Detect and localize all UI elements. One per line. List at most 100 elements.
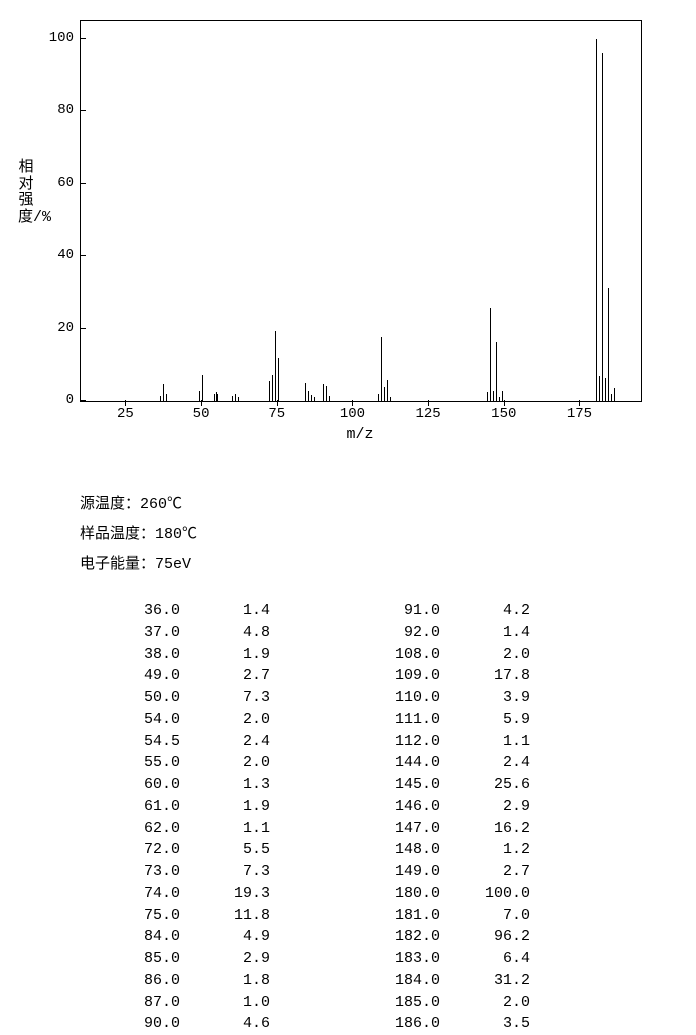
y-tick-mark xyxy=(80,400,86,401)
intensity-cell: 96.2 xyxy=(440,926,530,948)
x-tick-label: 125 xyxy=(415,406,440,422)
source-temp-label: 源温度： xyxy=(80,496,140,513)
mz-cell: 73.0 xyxy=(80,861,180,883)
column-gap xyxy=(270,600,340,622)
peak-data-table: 36.01.491.04.237.04.892.01.438.01.9108.0… xyxy=(80,600,696,1035)
mz-cell: 185.0 xyxy=(340,992,440,1014)
y-tick-label: 80 xyxy=(40,102,74,118)
intensity-cell: 5.9 xyxy=(440,709,530,731)
mz-cell: 111.0 xyxy=(340,709,440,731)
mz-cell: 60.0 xyxy=(80,774,180,796)
x-tick-mark xyxy=(579,400,580,406)
intensity-cell: 2.4 xyxy=(180,731,270,753)
table-row: 84.04.9182.096.2 xyxy=(80,926,696,948)
column-gap xyxy=(270,992,340,1014)
spectrum-peak xyxy=(611,394,612,401)
table-row: 36.01.4 91.04.2 xyxy=(80,600,696,622)
mz-cell: 91.0 xyxy=(340,600,440,622)
intensity-cell: 6.4 xyxy=(440,948,530,970)
sample-temp-row: 样品温度：180℃ xyxy=(80,520,696,550)
spectrum-peak xyxy=(381,337,382,401)
column-gap xyxy=(270,970,340,992)
intensity-cell: 1.9 xyxy=(180,644,270,666)
intensity-cell: 1.9 xyxy=(180,796,270,818)
intensity-cell: 1.2 xyxy=(440,839,530,861)
table-row: 85.02.9183.06.4 xyxy=(80,948,696,970)
spectrum-peak xyxy=(387,380,388,401)
column-gap xyxy=(270,905,340,927)
column-gap xyxy=(270,687,340,709)
spectrum-peak xyxy=(614,388,615,401)
mz-cell: 86.0 xyxy=(80,970,180,992)
spectrum-peak xyxy=(232,396,233,401)
column-gap xyxy=(270,644,340,666)
table-row: 75.011.8181.07.0 xyxy=(80,905,696,927)
table-row: 73.07.3149.02.7 xyxy=(80,861,696,883)
intensity-cell: 2.0 xyxy=(440,644,530,666)
intensity-cell: 1.0 xyxy=(180,992,270,1014)
spectrum-peak xyxy=(605,378,606,401)
spectrum-peak xyxy=(269,381,270,401)
mz-cell: 54.0 xyxy=(80,709,180,731)
spectrum-peak xyxy=(378,394,379,401)
column-gap xyxy=(270,622,340,644)
column-gap xyxy=(270,839,340,861)
intensity-cell: 1.4 xyxy=(180,600,270,622)
spectrum-peak xyxy=(308,391,309,401)
spectrum-peak xyxy=(166,394,167,401)
mz-cell: 148.0 xyxy=(340,839,440,861)
spectrum-peak xyxy=(235,394,236,401)
spectrum-peak xyxy=(490,308,491,401)
spectrum-peak xyxy=(502,391,503,401)
mz-cell: 74.0 xyxy=(80,883,180,905)
x-tick-label: 150 xyxy=(491,406,516,422)
spectrum-peak xyxy=(305,383,306,401)
mz-cell: 50.0 xyxy=(80,687,180,709)
intensity-cell: 25.6 xyxy=(440,774,530,796)
intensity-cell: 2.7 xyxy=(440,861,530,883)
intensity-cell: 7.3 xyxy=(180,687,270,709)
spectrum-peak xyxy=(487,392,488,401)
table-row: 37.04.892.01.4 xyxy=(80,622,696,644)
x-tick-label: 175 xyxy=(567,406,592,422)
intensity-cell: 1.1 xyxy=(440,731,530,753)
mz-cell: 37.0 xyxy=(80,622,180,644)
y-tick-label: 20 xyxy=(40,320,74,336)
spectrum-peak xyxy=(217,394,218,401)
table-row: 86.01.8184.031.2 xyxy=(80,970,696,992)
table-row: 87.01.0185.02.0 xyxy=(80,992,696,1014)
x-tick-mark xyxy=(125,400,126,406)
spectrum-peak xyxy=(202,375,203,401)
table-row: 90.04.6186.03.5 xyxy=(80,1013,696,1035)
column-gap xyxy=(270,1013,340,1035)
intensity-cell: 2.0 xyxy=(180,709,270,731)
y-tick-label: 60 xyxy=(40,175,74,191)
intensity-cell: 1.4 xyxy=(440,622,530,644)
column-gap xyxy=(270,665,340,687)
column-gap xyxy=(270,731,340,753)
spectrum-peak xyxy=(311,395,312,402)
mz-cell: 85.0 xyxy=(80,948,180,970)
intensity-cell: 1.3 xyxy=(180,774,270,796)
intensity-cell: 5.5 xyxy=(180,839,270,861)
y-axis-label: 相对强度/% xyxy=(18,160,34,226)
column-gap xyxy=(270,926,340,948)
mz-cell: 38.0 xyxy=(80,644,180,666)
intensity-cell: 2.0 xyxy=(440,992,530,1014)
mz-cell: 36.0 xyxy=(80,600,180,622)
table-row: 61.01.9146.02.9 xyxy=(80,796,696,818)
x-tick-mark xyxy=(352,400,353,406)
column-gap xyxy=(270,752,340,774)
column-gap xyxy=(270,948,340,970)
intensity-cell: 2.9 xyxy=(180,948,270,970)
intensity-cell: 3.9 xyxy=(440,687,530,709)
spectrum-peak xyxy=(323,384,324,401)
y-tick-mark xyxy=(80,183,86,184)
mz-cell: 147.0 xyxy=(340,818,440,840)
intensity-cell: 4.9 xyxy=(180,926,270,948)
intensity-cell: 17.8 xyxy=(440,665,530,687)
table-row: 62.01.1147.016.2 xyxy=(80,818,696,840)
intensity-cell: 1.8 xyxy=(180,970,270,992)
table-row: 74.019.3180.0100.0 xyxy=(80,883,696,905)
intensity-cell: 4.2 xyxy=(440,600,530,622)
